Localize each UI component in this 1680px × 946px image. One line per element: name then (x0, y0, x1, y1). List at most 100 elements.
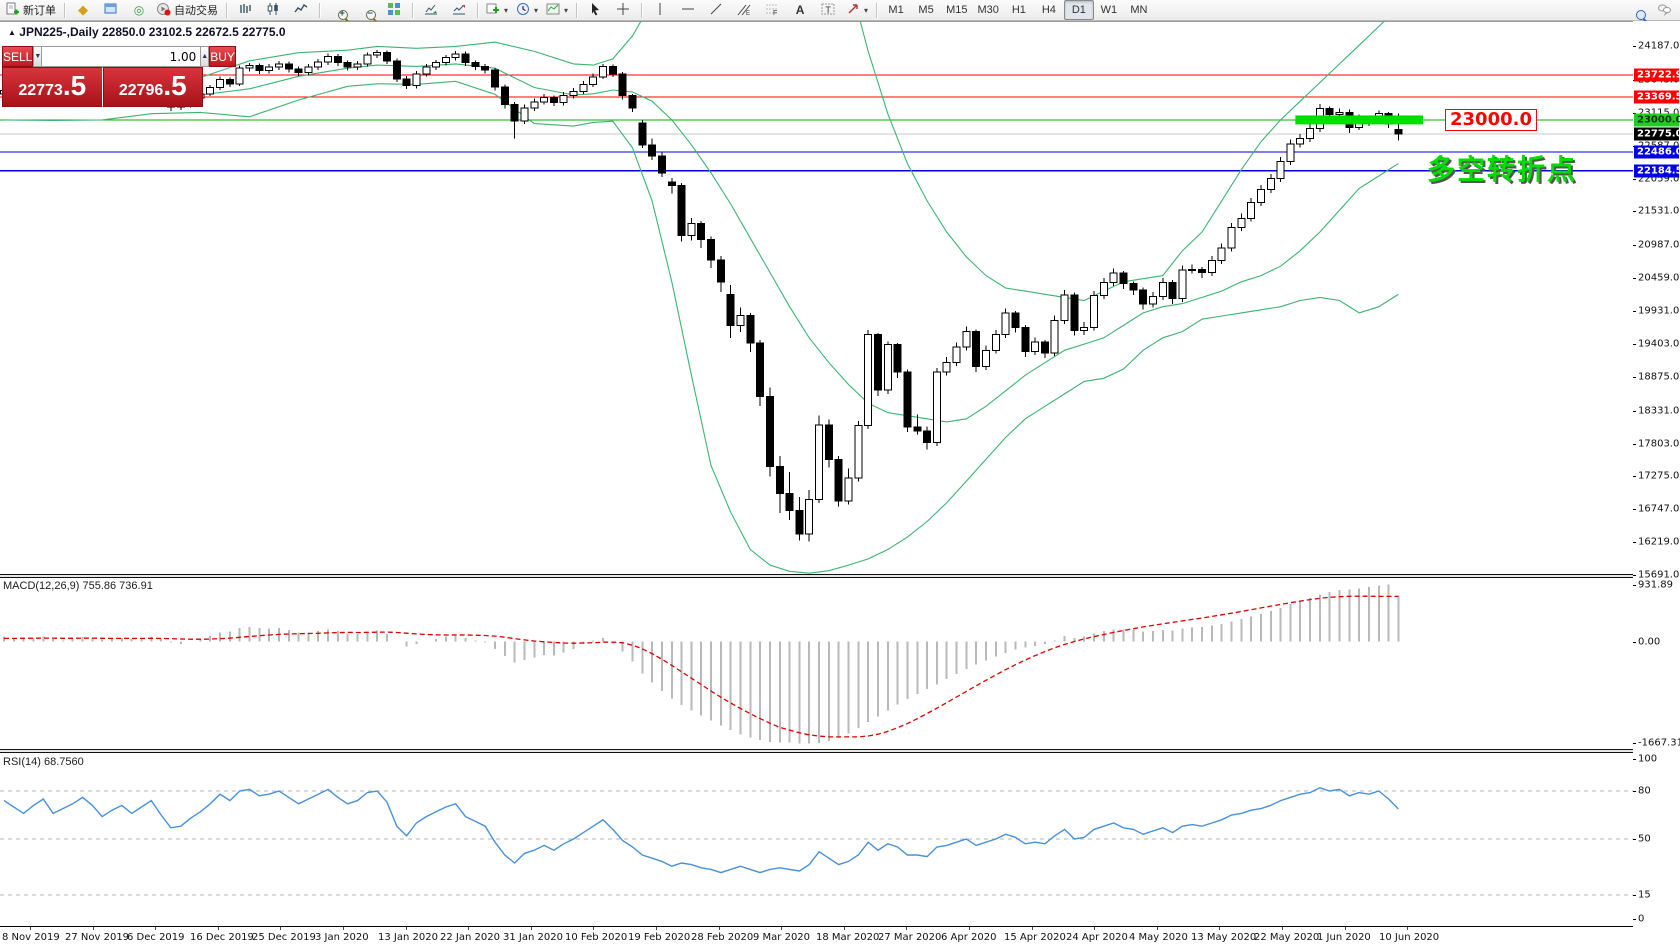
chart-shift-button[interactable] (445, 0, 473, 20)
timeframe-d1-button[interactable]: D1 (1063, 0, 1094, 20)
chinese-note-annotation[interactable]: 多空转折点 (1427, 154, 1578, 185)
fibonacci-button[interactable]: F (758, 0, 786, 20)
panel-separator-macd[interactable] (0, 574, 1633, 578)
vertical-line-button[interactable] (646, 0, 674, 20)
vertical-line-icon (653, 2, 667, 19)
axis-tick (1633, 410, 1636, 412)
new-order-button[interactable]: 新订单 (2, 0, 60, 20)
cursor-icon (588, 2, 602, 19)
axis-tick (1633, 791, 1636, 792)
timeframe-m1-button[interactable]: M1 (888, 4, 904, 16)
toolbar-separator (64, 2, 65, 18)
toolbar-separator (412, 2, 413, 18)
community-button[interactable] (97, 0, 125, 20)
axis-tick (1633, 839, 1636, 840)
timeframe-m15-button[interactable]: M15 (946, 4, 968, 16)
tile-windows-button[interactable] (380, 0, 408, 20)
price-annotation-label[interactable]: 23000.0 (1445, 109, 1537, 131)
axis-tick (1633, 476, 1636, 478)
macd-label: MACD(12,26,9) 755.86 736.91 (3, 580, 153, 592)
volume-decrease-button[interactable]: ▼ (33, 46, 43, 67)
zoom-out-button[interactable]: − (352, 0, 380, 23)
sell-price-button[interactable]: 22773.5 (2, 67, 103, 107)
axis-tick (1633, 542, 1636, 544)
rsi-indicator-canvas[interactable] (0, 753, 1633, 926)
toolbar-separator (576, 2, 578, 18)
crosshair-button[interactable] (609, 0, 637, 20)
candlestick-mode-button[interactable] (259, 0, 287, 20)
time-axis[interactable]: 8 Nov 2019 27 Nov 2019 6 Dec 2019 16 Dec 20… (0, 926, 1633, 946)
timeframe-w1-button[interactable]: W1 (1100, 4, 1118, 16)
horizontal-line-button[interactable] (674, 0, 702, 20)
axis-tick (1633, 584, 1636, 586)
metaeditor-button[interactable]: ◆ (69, 0, 97, 20)
trendline-button[interactable] (702, 0, 730, 20)
cursor-button[interactable] (581, 0, 609, 20)
signals-button[interactable]: ◎ (125, 0, 153, 20)
timeframe-m30-button[interactable]: M30 (977, 4, 999, 16)
price-tick-label: 16219.0 (1638, 536, 1680, 548)
date-tick (593, 927, 594, 930)
date-tick (1407, 927, 1408, 930)
axis-tick (1633, 509, 1636, 511)
bar-chart-mode-icon (238, 2, 252, 19)
date-label: 4 May 2020 (1129, 932, 1188, 943)
toolbar-separator (876, 2, 878, 18)
price-chart-canvas[interactable] (0, 21, 1633, 926)
periods-button[interactable]: ▾ (512, 0, 542, 20)
date-label: 31 Jan 2020 (503, 932, 563, 943)
axis-tick (1633, 743, 1636, 745)
zoom-in-button[interactable]: + (324, 0, 352, 23)
candlestick-mode-icon (266, 2, 280, 19)
date-tick (1219, 927, 1220, 930)
macd-tick-label: 931.89 (1638, 579, 1673, 590)
date-label: 28 Feb 2020 (691, 932, 754, 943)
bar-chart-mode-button[interactable] (231, 0, 259, 20)
timeframe-h4-button[interactable]: H4 (1041, 4, 1056, 16)
templates-button[interactable]: ▾ (542, 0, 572, 20)
periods-icon (516, 2, 530, 19)
indicators-button[interactable]: ▾ (482, 0, 512, 20)
timeframe-m5-button[interactable]: M5 (918, 4, 934, 16)
arrows-button[interactable]: ▾ (842, 0, 872, 20)
price-tick-label: 19931.0 (1638, 305, 1680, 317)
price-axis[interactable]: 24187.023643.023115.022587.022059.021531… (1633, 21, 1680, 946)
equidistant-channel-button[interactable]: E (730, 0, 758, 20)
date-label: 25 Dec 2019 (252, 932, 316, 943)
trendline-icon (709, 2, 723, 19)
equidistant-channel-icon: E (737, 2, 751, 19)
date-tick (30, 927, 31, 930)
price-tick-label: 17803.0 (1638, 438, 1680, 449)
panel-separator-rsi[interactable] (0, 749, 1633, 753)
timeframe-mn-button[interactable]: MN (1130, 4, 1148, 16)
autotrading-button[interactable]: 自动交易 (153, 0, 222, 20)
volume-input[interactable] (42, 46, 201, 67)
text-button[interactable]: A (786, 0, 814, 20)
sell-button[interactable]: SELL (2, 46, 34, 67)
text-label-icon: T (821, 2, 835, 19)
symbol-period-label: JPN225-,Daily (19, 25, 99, 39)
date-label: 10 Feb 2020 (565, 932, 628, 943)
axis-tick (1633, 343, 1636, 345)
date-tick (656, 927, 657, 930)
chat-button[interactable] (1650, 0, 1678, 20)
buy-price-button[interactable]: 22796.5 (102, 67, 203, 107)
level-price-badge: 22486.0 (1634, 145, 1680, 159)
text-label-button[interactable]: T (814, 0, 842, 20)
date-tick (406, 927, 407, 930)
search-button[interactable] (1622, 0, 1650, 23)
text-icon: A (795, 3, 805, 17)
chart-shift-icon (452, 2, 466, 19)
buy-button[interactable]: BUY (209, 46, 236, 67)
timeframe-h1-button[interactable]: H1 (1011, 4, 1026, 16)
price-tick-label: 15691.0 (1638, 569, 1680, 581)
line-chart-mode-button[interactable] (287, 0, 315, 20)
date-tick (969, 927, 970, 930)
auto-scroll-button[interactable] (417, 0, 445, 20)
volume-increase-button[interactable]: ▲ (200, 46, 210, 67)
axis-tick (1633, 895, 1636, 896)
svg-text:E: E (746, 11, 750, 16)
macd-indicator-canvas[interactable] (0, 578, 1633, 749)
date-tick (781, 927, 782, 930)
